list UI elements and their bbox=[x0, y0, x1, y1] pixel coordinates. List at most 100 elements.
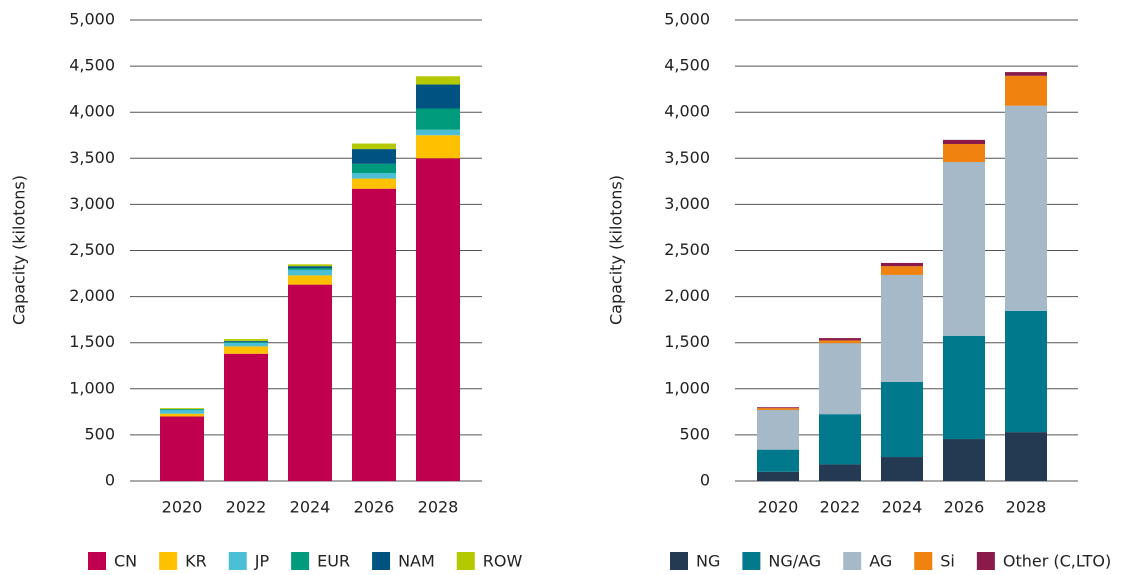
legend-label: EUR bbox=[317, 552, 350, 571]
y-tick-label: 2,500 bbox=[664, 240, 710, 259]
bar-segment bbox=[1005, 72, 1047, 76]
bar-segment bbox=[352, 143, 396, 150]
y-tick-label: 2,000 bbox=[69, 286, 115, 305]
bar-segment bbox=[224, 341, 268, 343]
bar-segment bbox=[757, 408, 799, 411]
y-tick-label: 500 bbox=[679, 424, 710, 443]
x-tick-label: 2022 bbox=[226, 498, 267, 517]
x-tick-label: 2028 bbox=[418, 498, 459, 517]
y-tick-label: 3,000 bbox=[69, 194, 115, 213]
bar-segment bbox=[881, 381, 923, 458]
bar-segment bbox=[943, 335, 985, 440]
bar-segment bbox=[160, 413, 204, 417]
legend-swatch bbox=[291, 552, 310, 570]
legend-label: ROW bbox=[483, 552, 523, 571]
x-tick-label: 2020 bbox=[758, 498, 799, 517]
bar-segment bbox=[416, 84, 460, 109]
legend-swatch bbox=[914, 552, 933, 570]
legend-label: NG bbox=[696, 552, 720, 571]
legend-swatch bbox=[372, 552, 391, 570]
y-tick-label: 3,000 bbox=[664, 194, 710, 213]
legend-swatch bbox=[456, 552, 475, 570]
bar-segment bbox=[160, 409, 204, 411]
y-tick-label: 2,000 bbox=[664, 286, 710, 305]
bar-segment bbox=[1005, 310, 1047, 433]
bar-segment bbox=[288, 269, 332, 276]
legend-swatch bbox=[976, 552, 995, 570]
legend-label: Si bbox=[940, 552, 955, 571]
legend-swatch bbox=[843, 552, 862, 570]
legend-swatch bbox=[159, 552, 178, 570]
bar-segment bbox=[416, 158, 460, 482]
bar-segment bbox=[881, 262, 923, 267]
y-tick-label: 2,500 bbox=[69, 240, 115, 259]
y-tick-label: 4,000 bbox=[69, 102, 115, 121]
y-axis-label: Capacity (kilotons) bbox=[10, 175, 29, 325]
bar-segment bbox=[819, 464, 861, 481]
bar-segment bbox=[416, 129, 460, 136]
x-tick-label: 2028 bbox=[1006, 498, 1047, 517]
bar-segment bbox=[943, 161, 985, 336]
y-axis-label: Capacity (kilotons) bbox=[607, 175, 626, 325]
bar-segment bbox=[352, 188, 396, 481]
y-tick-label: 0 bbox=[105, 471, 115, 490]
bar-segment bbox=[757, 471, 799, 481]
x-tick-label: 2024 bbox=[290, 498, 331, 517]
bar-segment bbox=[160, 410, 204, 414]
bar-segment bbox=[1005, 105, 1047, 311]
bar-segment bbox=[352, 173, 396, 179]
legend-swatch bbox=[742, 552, 761, 570]
bar-segment bbox=[224, 346, 268, 354]
bar-segment bbox=[819, 340, 861, 344]
bar-segment bbox=[943, 139, 985, 145]
bar-segment bbox=[819, 414, 861, 465]
bar-segment bbox=[881, 457, 923, 481]
y-tick-label: 5,000 bbox=[664, 10, 710, 29]
bar-segment bbox=[288, 275, 332, 285]
bar-segment bbox=[943, 439, 985, 481]
bar-segment bbox=[352, 149, 396, 164]
legend-label: CN bbox=[114, 552, 137, 571]
bar-segment bbox=[943, 144, 985, 162]
legend-label: JP bbox=[254, 552, 270, 571]
bar-segment bbox=[160, 416, 204, 481]
y-tick-label: 3,500 bbox=[69, 148, 115, 167]
legend-label: Other (C,LTO) bbox=[1003, 552, 1111, 571]
legend-swatch bbox=[88, 552, 106, 570]
bar-segment bbox=[819, 343, 861, 415]
y-tick-label: 1,500 bbox=[69, 332, 115, 351]
legend-label: NG/AG bbox=[768, 552, 821, 571]
y-tick-label: 0 bbox=[700, 471, 710, 490]
bar-segment bbox=[224, 353, 268, 481]
y-tick-label: 1,500 bbox=[664, 332, 710, 351]
bar-segment bbox=[881, 274, 923, 382]
bar-segment bbox=[224, 342, 268, 347]
bar-segment bbox=[1005, 75, 1047, 106]
legend-label: AG bbox=[869, 552, 892, 571]
legend-label: KR bbox=[185, 552, 207, 571]
x-tick-label: 2026 bbox=[944, 498, 985, 517]
bar-segment bbox=[757, 449, 799, 472]
bar-segment bbox=[757, 410, 799, 450]
x-tick-label: 2022 bbox=[820, 498, 861, 517]
bar-segment bbox=[416, 108, 460, 130]
legend-swatch bbox=[670, 552, 688, 570]
bar-segment bbox=[224, 340, 268, 342]
y-tick-label: 500 bbox=[84, 424, 115, 443]
y-tick-label: 4,500 bbox=[664, 56, 710, 75]
y-tick-label: 4,000 bbox=[664, 102, 710, 121]
bar-segment bbox=[416, 76, 460, 85]
y-tick-label: 1,000 bbox=[664, 378, 710, 397]
y-tick-label: 3,500 bbox=[664, 148, 710, 167]
x-tick-label: 2026 bbox=[354, 498, 395, 517]
bar-segment bbox=[288, 268, 332, 270]
y-tick-label: 1,000 bbox=[69, 378, 115, 397]
x-tick-label: 2024 bbox=[882, 498, 923, 517]
legend-swatch bbox=[228, 552, 247, 570]
bar-segment bbox=[881, 266, 923, 275]
x-tick-label: 2020 bbox=[162, 498, 203, 517]
bar-segment bbox=[288, 284, 332, 481]
y-tick-label: 4,500 bbox=[69, 56, 115, 75]
bar-segment bbox=[160, 408, 204, 410]
